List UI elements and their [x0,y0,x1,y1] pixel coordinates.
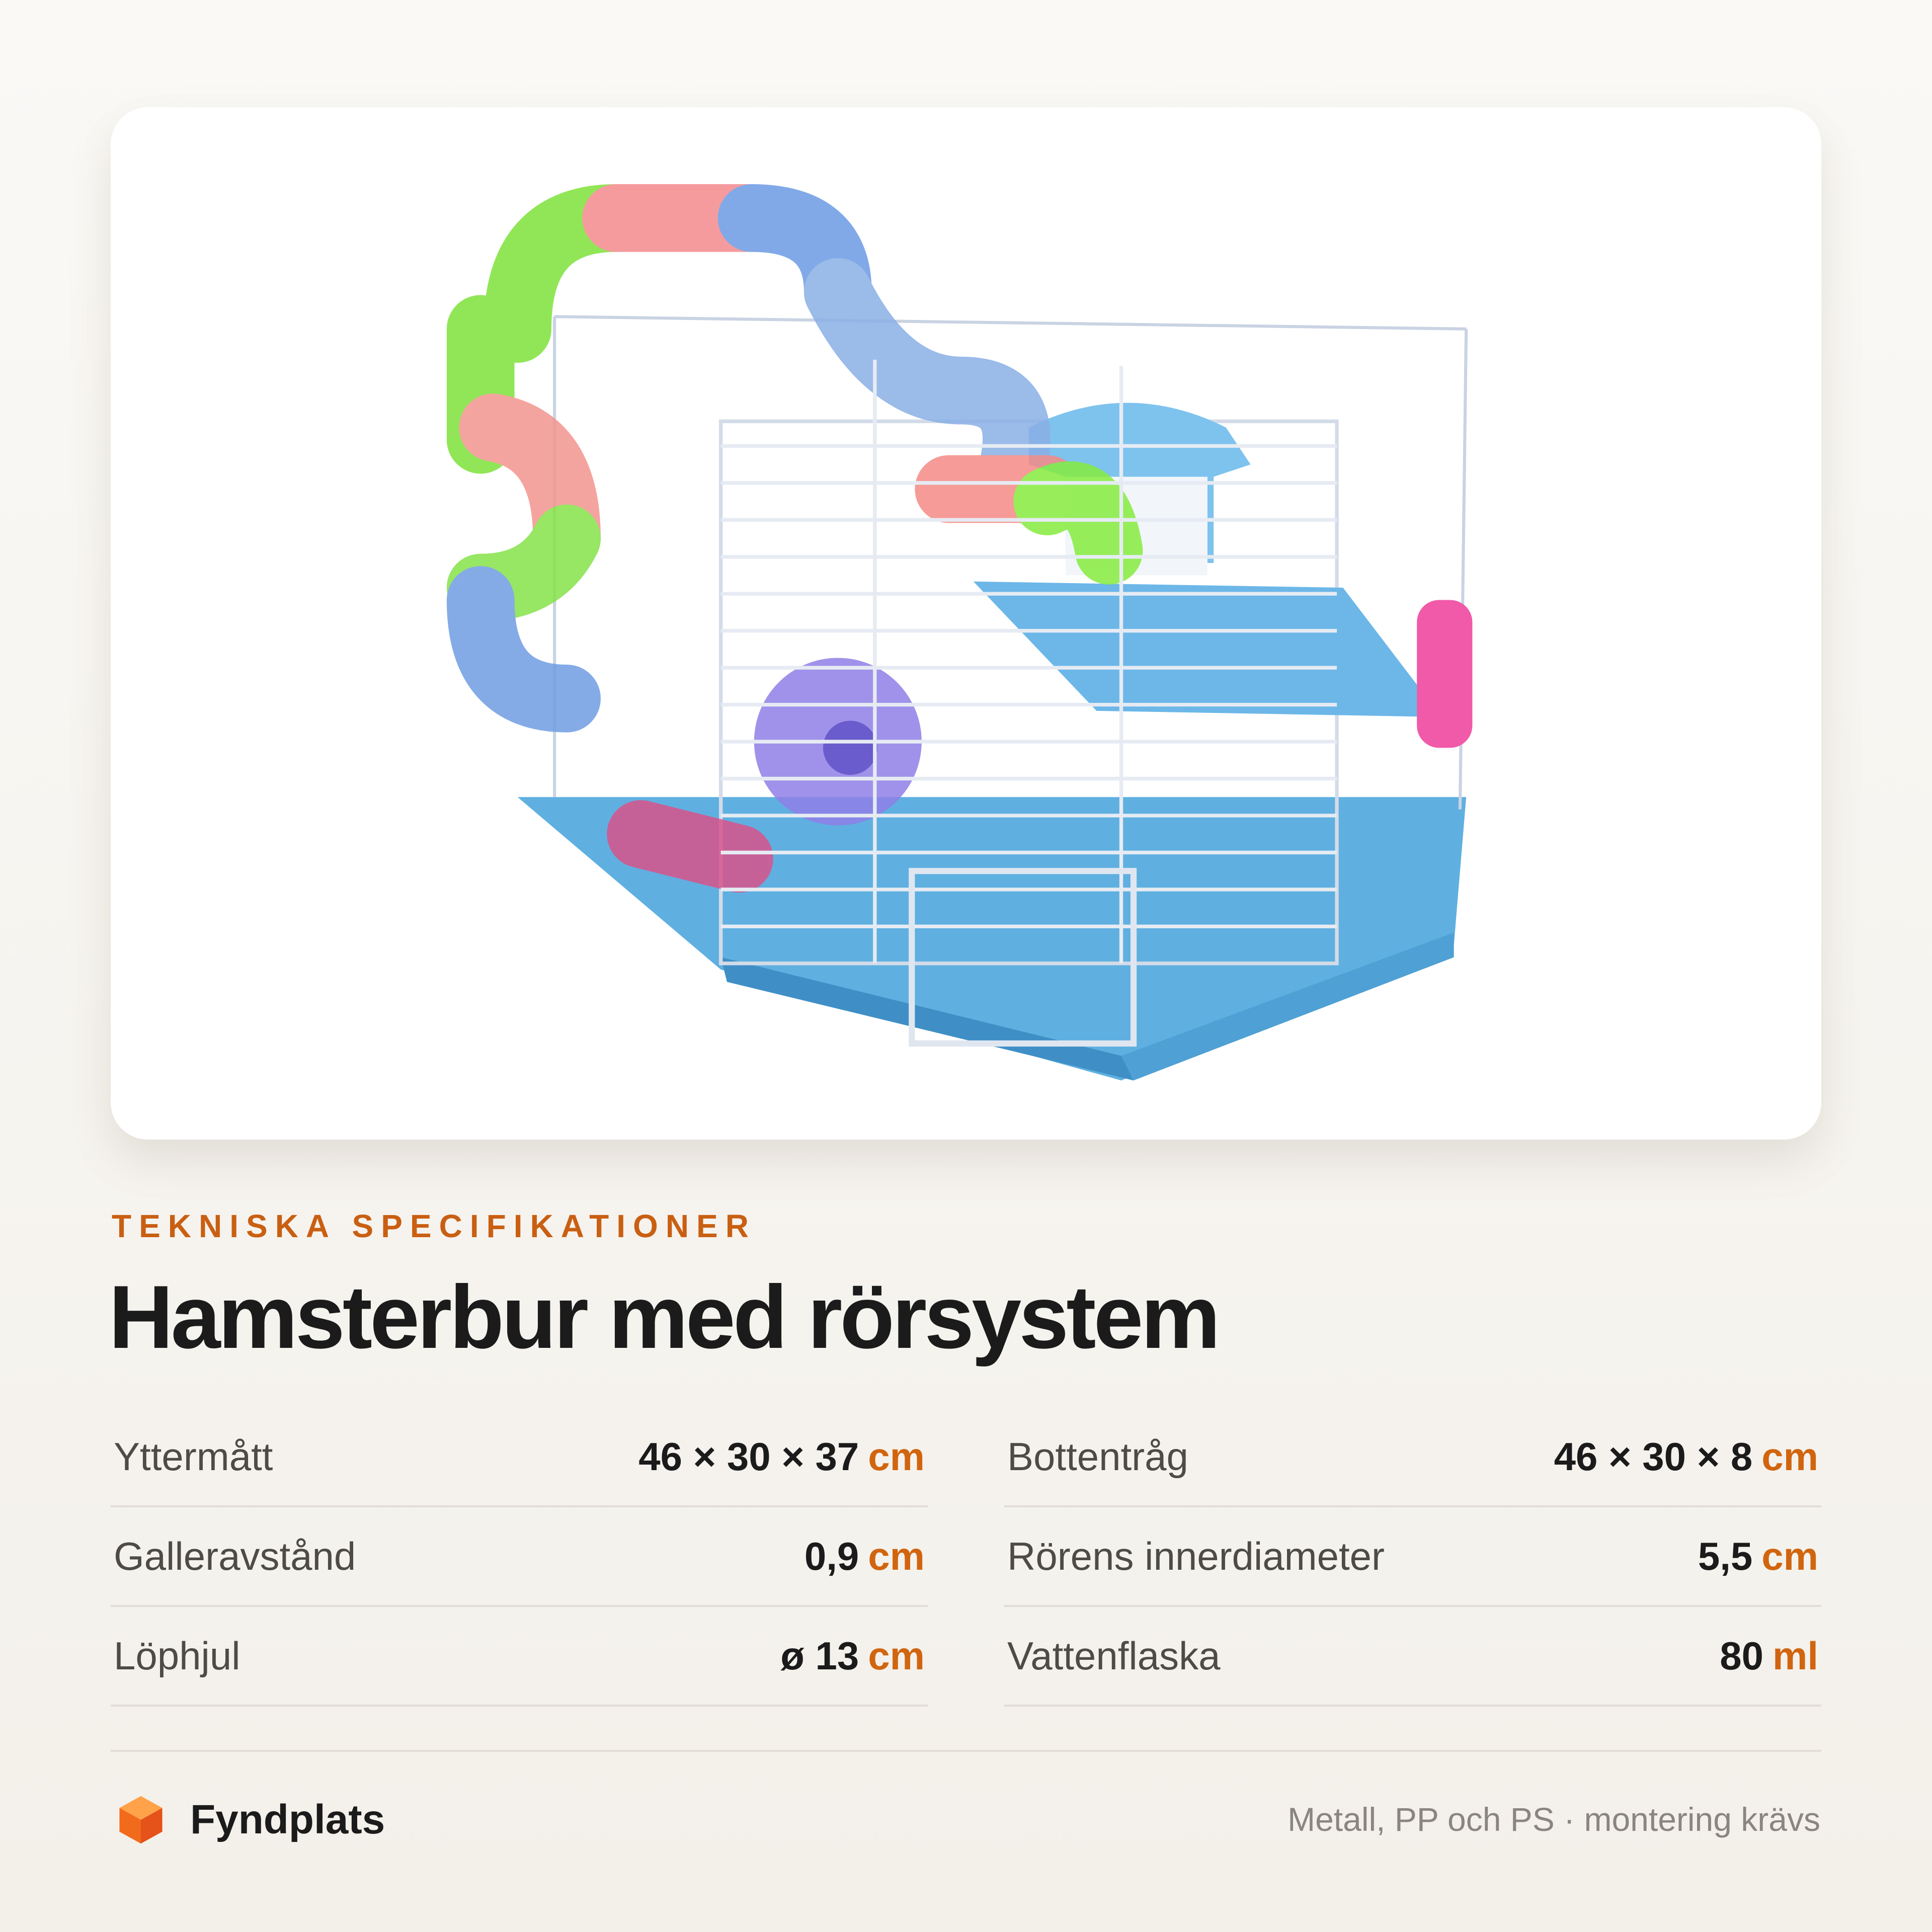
spec-row: Löphjul ø 13 cm [111,1607,928,1707]
product-image-card [111,107,1821,1140]
spec-value: 80 ml [1720,1633,1821,1679]
spec-value: 0,9 cm [804,1534,928,1579]
spec-label: Galleravstånd [114,1534,356,1578]
spec-value: 46 × 30 × 8 cm [1554,1434,1821,1480]
spec-label: Yttermått [114,1434,273,1479]
spec-number: 46 × 30 × 37 [638,1434,859,1479]
spec-label: Vattenflaska [1007,1633,1221,1678]
brand: Fyndplats [117,1794,385,1846]
spec-number: 5,5 [1698,1534,1753,1578]
divider [111,1750,1821,1752]
spec-row: Vattenflaska 80 ml [1004,1607,1821,1707]
spec-row: Galleravstånd 0,9 cm [111,1507,928,1607]
spec-unit: cm [868,1534,925,1578]
brand-logo [119,1796,163,1844]
spec-label: Bottentråg [1007,1434,1188,1479]
brand-name: Fyndplats [190,1797,385,1842]
spec-unit: cm [868,1434,925,1479]
spec-unit: ml [1772,1633,1818,1678]
spec-unit: cm [1761,1534,1818,1578]
spec-number: 0,9 [804,1534,859,1578]
spec-row: Bottentråg 46 × 30 × 8 cm [1004,1408,1821,1507]
section-label: TEKNISKA SPECIFIKATIONER [112,1208,756,1244]
product-title: Hamsterbur med rörsystem [109,1267,1221,1367]
footer-note: Metall, PP och PS · montering krävs [1287,1801,1820,1838]
spec-value: 5,5 cm [1698,1534,1821,1579]
spec-number: 46 × 30 × 8 [1554,1434,1753,1479]
spec-value: ø 13 cm [780,1633,928,1679]
spec-number: ø 13 [780,1633,859,1678]
spec-unit: cm [1761,1434,1818,1479]
product-illustration [446,184,1473,1081]
spec-row: Yttermått 46 × 30 × 37 cm [111,1408,928,1507]
spec-value: 46 × 30 × 37 cm [638,1434,928,1480]
spec-unit: cm [868,1633,925,1678]
spec-label: Löphjul [114,1633,240,1678]
spec-row: Rörens innerdiameter 5,5 cm [1004,1507,1821,1607]
spec-number: 80 [1720,1633,1763,1678]
spec-label: Rörens innerdiameter [1007,1534,1385,1578]
spec-grid: Yttermått 46 × 30 × 37 cm Bottentråg 46 × 30… [111,1408,1821,1707]
